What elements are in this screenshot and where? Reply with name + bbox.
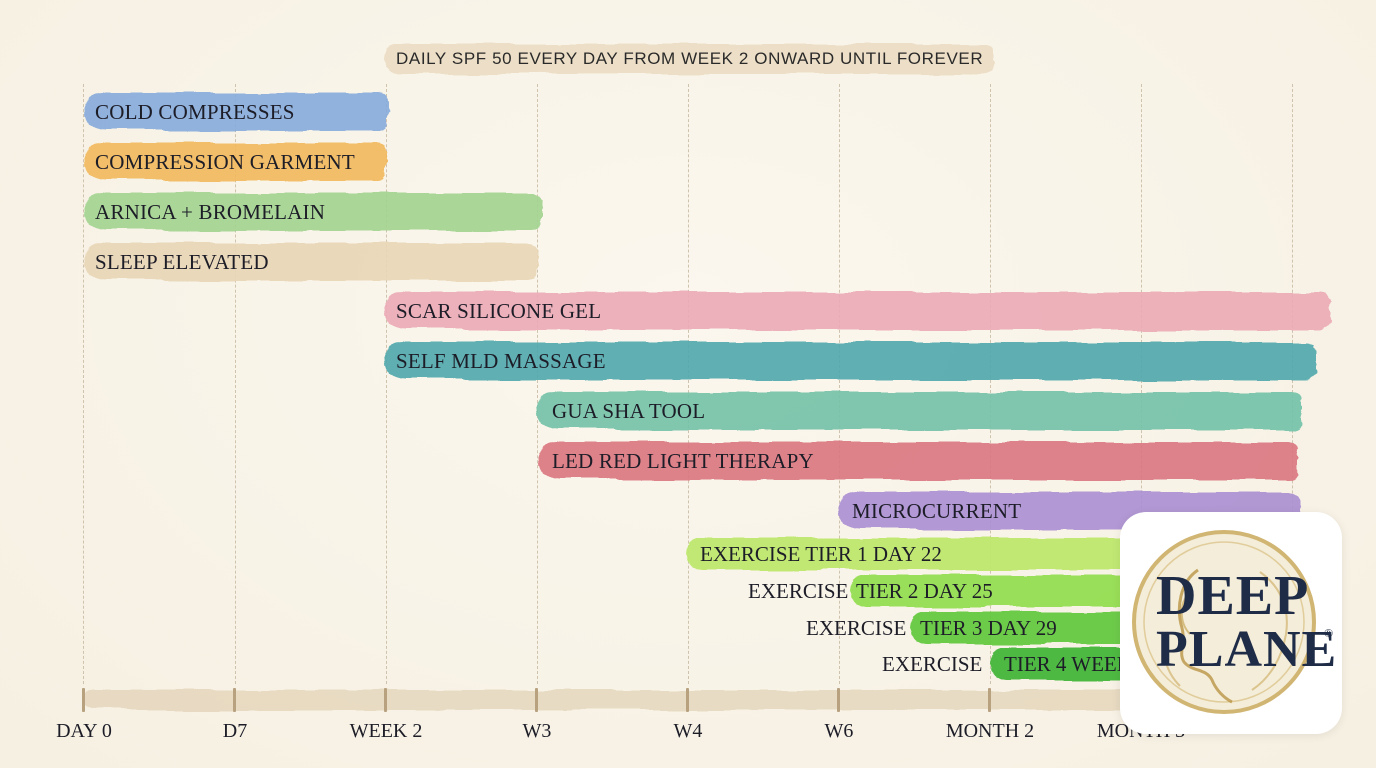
axis-label-w4: W4 xyxy=(673,720,703,742)
bar-label-gua-sha-tool: GUA SHA TOOL xyxy=(552,399,706,423)
gridline-month2 xyxy=(990,84,991,684)
axis-label-week2: WEEK 2 xyxy=(349,720,423,742)
bar-led-red-light xyxy=(538,442,1298,480)
bar-label-exercise-tier-3: TIER 3 DAY 29 xyxy=(920,616,1057,640)
axis-tick-day0 xyxy=(82,688,85,712)
gridline-month3 xyxy=(1141,84,1142,684)
axis-label-w6: W6 xyxy=(824,720,854,742)
axis-tick-w6 xyxy=(837,688,840,712)
exercise-tier-2-prefix: EXERCISE xyxy=(748,579,849,603)
gridline-d7 xyxy=(235,84,236,684)
bar-self-mld-massage xyxy=(384,342,1316,380)
axis-label-day0: DAY 0 xyxy=(56,720,112,742)
axis-tick-w4 xyxy=(686,688,689,712)
spf-banner-text: DAILY SPF 50 EVERY DAY FROM WEEK 2 ONWAR… xyxy=(396,49,984,68)
axis-tick-w3 xyxy=(535,688,538,712)
bar-label-cold-compresses: COLD COMPRESSES xyxy=(95,100,295,124)
gridline-day0 xyxy=(83,84,84,684)
bar-exercise-tier-1 xyxy=(686,538,1136,570)
bar-label-arnica-bromelain: ARNICA + BROMELAIN xyxy=(95,200,326,224)
bar-label-scar-silicone-gel: SCAR SILICONE GEL xyxy=(396,299,602,323)
spf-banner xyxy=(384,44,994,74)
gridline-w4 xyxy=(688,84,689,684)
bar-gua-sha-tool xyxy=(536,392,1302,430)
exercise-tier-4-prefix: EXERCISE xyxy=(882,652,983,676)
bar-exercise-tier-4 xyxy=(990,648,1140,680)
bar-scar-silicone-gel xyxy=(384,292,1330,330)
axis-label-w3: W3 xyxy=(522,720,552,742)
axis-tick-d7 xyxy=(233,688,236,712)
bar-exercise-tier-3 xyxy=(910,612,1140,644)
axis-tick-week2 xyxy=(384,688,387,712)
bar-label-exercise-tier-1: EXERCISE TIER 1 DAY 22 xyxy=(700,542,942,566)
bar-arnica-bromelain xyxy=(84,193,542,231)
bar-label-microcurrent: MICROCURRENT xyxy=(852,499,1022,523)
bar-label-exercise-tier-2: TIER 2 DAY 25 xyxy=(856,579,993,603)
logo-registered-mark: ® xyxy=(1324,626,1335,640)
bar-label-compression-garment: COMPRESSION GARMENT xyxy=(95,150,355,174)
gridline-w6 xyxy=(839,84,840,684)
axis-tick-month2 xyxy=(988,688,991,712)
bar-label-self-mld-massage: SELF MLD MASSAGE xyxy=(396,349,606,373)
axis-label-d7: D7 xyxy=(222,720,248,742)
gridline-w3 xyxy=(537,84,538,684)
bar-label-led-red-light: LED RED LIGHT THERAPY xyxy=(552,449,814,473)
bar-compression-garment xyxy=(84,143,386,181)
logo-emblem-icon xyxy=(1132,530,1316,714)
bar-exercise-tier-2 xyxy=(850,575,1140,607)
bar-cold-compresses xyxy=(84,93,388,131)
gridline-end xyxy=(1292,84,1293,684)
bar-sleep-elevated xyxy=(84,243,538,281)
logo-word-deep: DEEP xyxy=(1156,565,1310,627)
timeline-axis xyxy=(84,690,1224,710)
bar-label-sleep-elevated: SLEEP ELEVATED xyxy=(95,250,269,274)
logo-word-plane: PLANE xyxy=(1156,621,1338,678)
axis-label-month2: MONTH 2 xyxy=(945,720,1035,742)
exercise-tier-3-prefix: EXERCISE xyxy=(806,616,907,640)
gridline-week2 xyxy=(386,84,387,684)
deep-plane-logo-card: DEEP PLANE ® xyxy=(1120,512,1342,734)
